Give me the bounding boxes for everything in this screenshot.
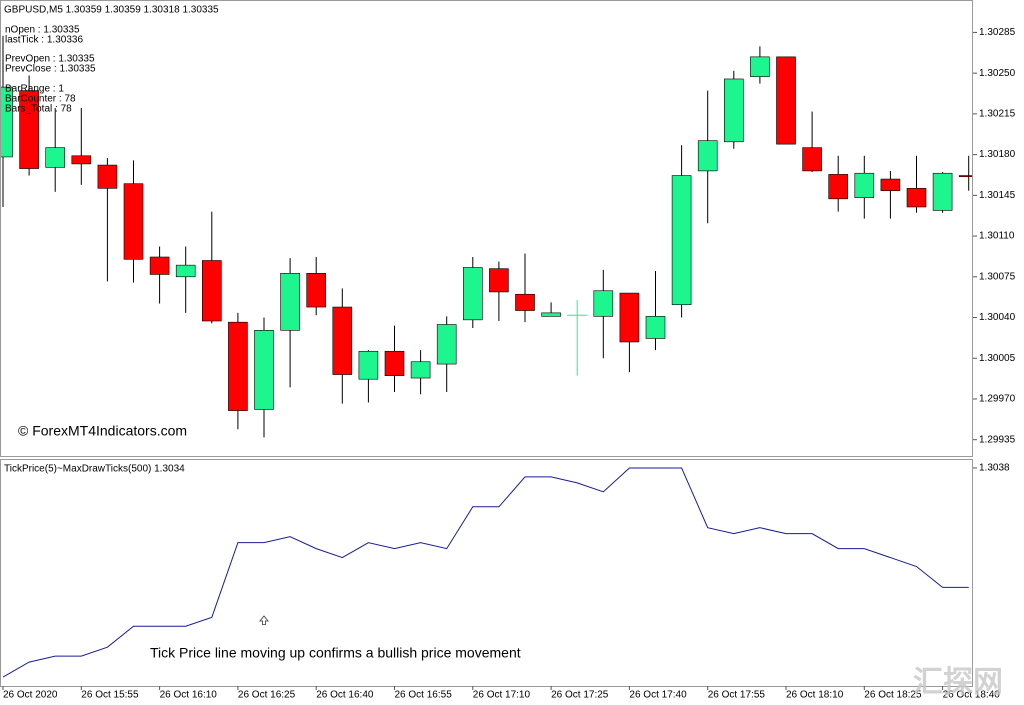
info-line: BarRange : 1 xyxy=(5,84,64,95)
x-tick-label: 26 Oct 16:40 xyxy=(316,690,374,701)
candle-body xyxy=(202,260,222,322)
x-tick-label: 26 Oct 17:40 xyxy=(629,690,687,701)
x-tick-label: 26 Oct 18:40 xyxy=(943,690,1001,701)
corner-watermark: 汇探网 xyxy=(913,666,1003,699)
candle-body xyxy=(854,172,875,198)
info-line: BarCounter : 78 xyxy=(5,94,76,105)
x-tick-label: 26 Oct 17:55 xyxy=(708,690,766,701)
info-line: PrevClose : 1.30335 xyxy=(5,64,96,75)
candle-body xyxy=(462,267,483,321)
indicator-line xyxy=(2,467,969,678)
x-tick-label: 26 Oct 18:25 xyxy=(864,690,922,701)
candle-body xyxy=(436,324,457,365)
info-line: nOpen : 1.30335 xyxy=(5,25,80,36)
candle-body xyxy=(593,290,614,317)
candle-body xyxy=(671,175,692,306)
candle-body xyxy=(932,172,953,211)
watermark: © ForexMT4Indicators.com xyxy=(18,423,187,439)
x-tick-label: 26 Oct 15:55 xyxy=(81,690,139,701)
x-tick-label: 26 Oct 17:10 xyxy=(473,690,531,701)
y-tick-label: 1.30285 xyxy=(979,27,1016,38)
candle-body xyxy=(358,350,379,380)
x-tick-label: 26 Oct 16:25 xyxy=(238,690,296,701)
candle-body xyxy=(515,293,535,311)
candle-body xyxy=(254,330,274,410)
y-tick-label: 1.30005 xyxy=(979,353,1016,364)
candle-body xyxy=(410,361,431,379)
candle-body xyxy=(97,164,118,189)
candle-body xyxy=(280,273,300,331)
x-tick-label: 26 Oct 18:10 xyxy=(786,690,844,701)
y-tick-label: 1.3038 xyxy=(979,463,1010,474)
candle-body xyxy=(541,312,561,317)
info-line: lastTick : 1.30336 xyxy=(5,35,83,46)
chart-title: GBPUSD,M5 1.30359 1.30359 1.30318 1.3033… xyxy=(4,5,219,16)
y-tick-label: 1.30250 xyxy=(979,68,1016,79)
candle-body xyxy=(228,321,248,411)
candle-body xyxy=(880,178,901,191)
candle-body xyxy=(175,264,196,278)
x-tick-label: 26 Oct 17:25 xyxy=(551,690,609,701)
candle-body xyxy=(71,155,92,165)
annotation: Tick Price line moving up confirms a bul… xyxy=(150,645,521,661)
candle-body xyxy=(906,188,927,208)
info-line: PrevOpen : 1.30335 xyxy=(5,54,95,65)
candle-body xyxy=(1,86,13,158)
y-tick-label: 1.30110 xyxy=(979,231,1015,242)
x-tick-label: 26 Oct 2020 xyxy=(3,690,58,701)
y-tick-label: 1.30145 xyxy=(979,190,1016,201)
y-tick-label: 1.30040 xyxy=(979,312,1016,323)
candle-body xyxy=(776,56,796,145)
candle-body xyxy=(489,268,509,293)
main-panel xyxy=(0,0,973,457)
indicator-panel xyxy=(0,459,973,687)
y-tick-label: 1.29935 xyxy=(979,434,1016,445)
indicator-title: TickPrice(5)~MaxDrawTicks(500) 1.3034 xyxy=(4,464,185,475)
candle-body xyxy=(645,316,666,339)
candle-body xyxy=(149,256,170,275)
y-tick-label: 1.29970 xyxy=(979,394,1016,405)
y-tick-label: 1.30215 xyxy=(979,109,1016,120)
candle-body xyxy=(45,147,66,168)
candle-body xyxy=(19,90,39,169)
candle-body xyxy=(958,175,972,178)
x-tick-label: 26 Oct 16:10 xyxy=(160,690,218,701)
candle-body xyxy=(723,78,744,143)
candle-body xyxy=(697,140,718,172)
candle-body xyxy=(306,273,327,308)
candle-body xyxy=(619,292,640,343)
candle-body xyxy=(750,56,770,77)
y-tick-label: 1.30075 xyxy=(979,271,1016,282)
y-tick-label: 1.30180 xyxy=(979,149,1016,160)
x-tick-label: 26 Oct 16:55 xyxy=(395,690,453,701)
candle-body xyxy=(123,183,144,260)
arrow-icon xyxy=(259,615,269,625)
candle-body xyxy=(384,350,405,377)
info-line: Bars_Total : 78 xyxy=(5,104,72,115)
candle-body xyxy=(828,174,849,200)
candle-body xyxy=(802,147,822,172)
candle-body xyxy=(332,306,353,375)
